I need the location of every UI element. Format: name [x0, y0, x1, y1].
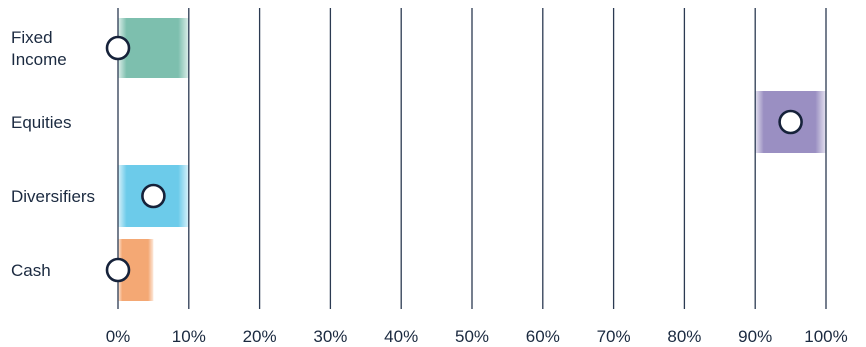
- value-marker: [105, 35, 131, 61]
- x-tick-label: 40%: [384, 327, 418, 346]
- x-tick-label: 100%: [804, 327, 847, 346]
- x-tick-label: 10%: [172, 327, 206, 346]
- category-label: Equities: [11, 113, 71, 132]
- gridlines: [117, 8, 827, 309]
- category-label: Diversifiers: [11, 187, 95, 206]
- x-tick-label: 90%: [738, 327, 772, 346]
- x-tick-label: 30%: [313, 327, 347, 346]
- category-label: Fixed Income: [11, 28, 67, 69]
- x-axis-tick-labels: 0% 10% 20% 30% 40% 50% 60% 70% 80% 90% 100%: [106, 327, 848, 346]
- value-marker: [105, 257, 131, 283]
- value-marker: [141, 183, 166, 209]
- category-label: Cash: [11, 261, 51, 280]
- x-tick-label: 20%: [243, 327, 277, 346]
- x-tick-label: 80%: [667, 327, 701, 346]
- x-tick-label: 70%: [597, 327, 631, 346]
- x-tick-label: 60%: [526, 327, 560, 346]
- category-labels: Fixed Income Equities Diversifiers Cash: [11, 28, 95, 280]
- value-marker: [778, 109, 803, 135]
- x-tick-label: 0%: [106, 327, 131, 346]
- value-markers: [105, 35, 803, 283]
- x-tick-label: 50%: [455, 327, 489, 346]
